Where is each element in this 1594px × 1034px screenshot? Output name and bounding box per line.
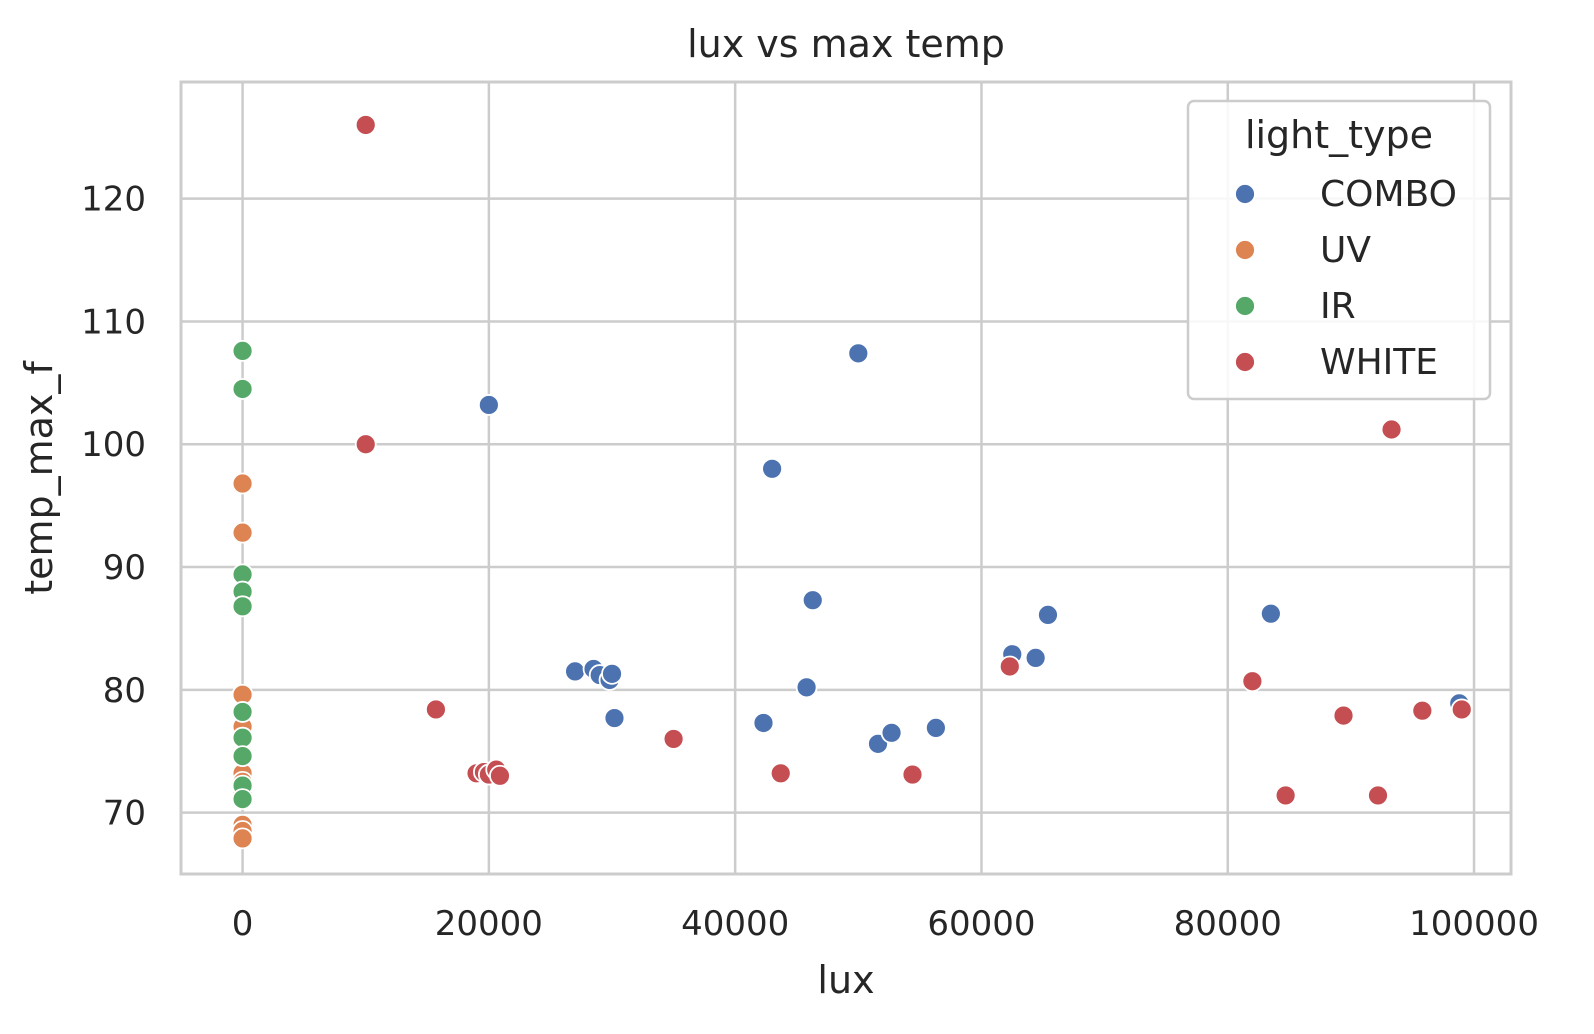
y-tick-label: 100	[81, 425, 146, 465]
data-point	[231, 472, 254, 495]
data-point	[1024, 646, 1047, 669]
data-point	[564, 660, 586, 683]
data-point	[1411, 699, 1434, 722]
x-tick-label: 80000	[1174, 904, 1282, 944]
data-point	[231, 701, 254, 723]
data-point	[231, 745, 254, 768]
data-point	[354, 114, 377, 136]
data-point	[231, 521, 254, 544]
legend-entries: COMBO UV IR WHITE	[1234, 174, 1457, 383]
chart-title: lux vs max temp	[687, 22, 1005, 66]
x-tick-label: 100000	[1409, 904, 1539, 944]
series-ir	[231, 340, 254, 810]
y-tick-label: 80	[103, 671, 146, 711]
data-point	[880, 721, 903, 744]
legend: light_type COMBO UV IR WHITE	[1186, 99, 1492, 401]
data-point	[489, 764, 511, 787]
y-tick-label: 120	[81, 180, 146, 220]
data-point	[231, 726, 254, 749]
data-point	[1241, 670, 1264, 693]
x-tick-label: 20000	[435, 904, 543, 944]
data-point	[1259, 602, 1282, 625]
legend-label: IR	[1320, 286, 1356, 327]
data-point	[752, 712, 775, 734]
x-tick-label: 40000	[681, 904, 789, 944]
data-point	[924, 716, 947, 739]
plot-frame	[179, 80, 1513, 876]
x-axis-ticks: 0 20000 40000 60000 80000 100000	[232, 904, 1539, 944]
x-tick-label: 0	[232, 904, 254, 944]
x-axis-title: lux	[817, 958, 874, 1002]
data-point	[603, 707, 626, 729]
y-tick-label: 70	[103, 794, 146, 834]
legend-marker	[1234, 351, 1256, 373]
data-point	[761, 457, 784, 480]
data-point	[847, 342, 870, 365]
y-tick-label: 90	[103, 548, 146, 588]
legend-label: WHITE	[1320, 342, 1438, 383]
data-point	[795, 676, 818, 699]
y-tick-label: 110	[81, 302, 146, 342]
data-point	[901, 763, 924, 786]
legend-marker	[1234, 295, 1256, 317]
data-point	[769, 762, 792, 785]
data-point	[1274, 784, 1297, 807]
data-point	[1380, 418, 1403, 441]
data-point	[601, 662, 623, 685]
data-point	[231, 340, 254, 362]
legend-box	[1186, 99, 1492, 401]
data-point	[231, 827, 254, 850]
data-point	[801, 589, 824, 612]
data-point	[477, 394, 500, 416]
data-point	[662, 728, 685, 750]
data-point	[1332, 704, 1355, 727]
legend-title: light_type	[1245, 113, 1433, 157]
data-point	[998, 655, 1021, 678]
data-point	[354, 433, 377, 456]
data-point	[425, 698, 447, 721]
data-point	[1450, 698, 1473, 721]
data-point	[231, 595, 254, 618]
legend-marker	[1234, 239, 1256, 261]
legend-label: COMBO	[1320, 174, 1457, 215]
legend-label: UV	[1320, 230, 1371, 271]
y-axis-title: temp_max_f	[17, 360, 61, 595]
data-points	[231, 114, 1473, 850]
x-tick-label: 60000	[927, 904, 1035, 944]
data-point	[1367, 784, 1389, 807]
data-point	[231, 788, 254, 810]
y-axis-ticks: 70 80 90 100 110 120	[81, 180, 146, 834]
data-point	[231, 378, 254, 400]
series-white	[354, 114, 1473, 807]
legend-marker	[1234, 183, 1256, 205]
data-point	[1037, 604, 1059, 626]
